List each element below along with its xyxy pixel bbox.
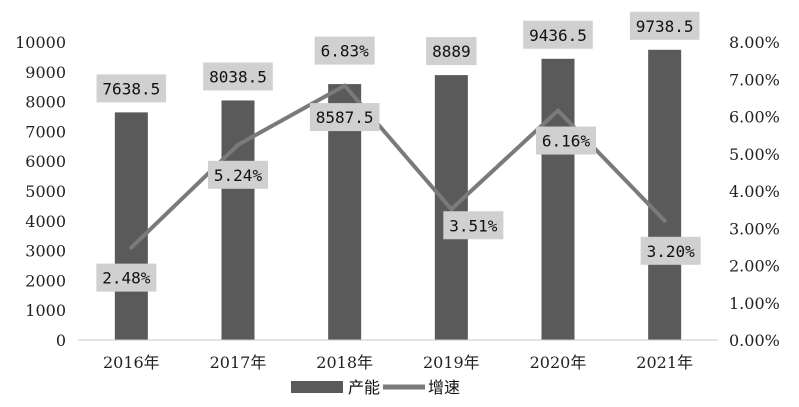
- bar-label-2019-text: 8889: [432, 42, 471, 61]
- growth-label-2016-box: [96, 263, 157, 292]
- growth-label-2017-box: [208, 160, 268, 189]
- bar-label-2017: 8038.5: [203, 62, 273, 91]
- left-tick-label: 4000: [25, 212, 66, 231]
- growth-point-2020: [556, 108, 560, 113]
- left-tick-label: 6000: [25, 152, 66, 171]
- right-tick-label: 7.00%: [729, 70, 780, 89]
- right-tick-label: 2.00%: [729, 257, 780, 276]
- right-tick-label: 8.00%: [729, 33, 780, 52]
- growth-label-2021-text: 3.20%: [647, 242, 696, 261]
- x-tick-label: 2021年: [636, 353, 693, 372]
- growth-label-2018-box: [314, 36, 375, 65]
- growth-label-2016-text: 2.48%: [102, 269, 151, 288]
- growth-point-2017: [236, 142, 240, 147]
- growth-label-2016: 2.48%: [96, 263, 157, 292]
- right-tick-label: 1.00%: [729, 294, 780, 313]
- growth-label-2019: 3.51%: [443, 211, 504, 240]
- growth-label-2021: 3.20%: [640, 236, 701, 265]
- growth-point-2021: [662, 218, 667, 223]
- growth-label-2017: 5.24%: [208, 160, 268, 189]
- growth-point-2019: [449, 207, 454, 212]
- legend-swatch-bar: [291, 381, 343, 393]
- right-tick-label: 5.00%: [729, 145, 780, 164]
- growth-label-2021-box: [640, 236, 701, 265]
- growth-label-2020-box: [536, 126, 596, 155]
- legend: 产能 增速: [291, 378, 460, 397]
- bar-label-2018: 8587.5: [309, 103, 380, 132]
- x-tick-label: 2016年: [103, 353, 160, 372]
- right-tick-label: 4.00%: [729, 182, 780, 201]
- legend-label-capacity: 产能: [348, 378, 380, 397]
- right-tick-label: 0.00%: [729, 331, 780, 350]
- left-tick-label: 9000: [25, 63, 66, 82]
- bar-label-2020: 9436.5: [523, 20, 593, 49]
- left-tick-label: 8000: [25, 93, 66, 112]
- growth-label-2019-text: 3.51%: [449, 216, 498, 235]
- bar-label-2021-text: 9738.5: [636, 17, 694, 36]
- right-tick-label: 6.00%: [729, 108, 780, 127]
- growth-label-2018: 6.83%: [314, 36, 375, 65]
- bar-label-2020-text: 9436.5: [529, 26, 587, 45]
- left-tick-label: 5000: [25, 182, 66, 201]
- bar-2020: [541, 58, 575, 341]
- left-tick-label: 1000: [25, 301, 66, 320]
- bar-label-2016-box: [96, 74, 167, 103]
- bar-label-2018-text: 8587.5: [316, 108, 374, 127]
- left-tick-label: 10000: [15, 33, 66, 52]
- growth-point-2018: [342, 83, 347, 88]
- growth-label-2020-text: 6.16%: [542, 132, 591, 151]
- bar-2021: [648, 49, 682, 341]
- legend-label-growth: 增速: [428, 378, 460, 397]
- bar-label-2021-box: [629, 11, 700, 40]
- bar-label-2019-box: [426, 37, 477, 66]
- left-tick-label: 3000: [25, 242, 66, 261]
- bar-label-2016-text: 7638.5: [102, 79, 160, 98]
- bar-label-2021: 9738.5: [629, 11, 700, 40]
- left-tick-label: 2000: [25, 271, 66, 290]
- growth-label-2017-text: 5.24%: [214, 166, 263, 185]
- left-tick-label: 0: [56, 331, 66, 350]
- growth-label-2020: 6.16%: [536, 126, 596, 155]
- left-tick-label: 7000: [25, 122, 66, 141]
- growth-label-2019-box: [443, 211, 504, 240]
- bar-label-2017-text: 8038.5: [209, 67, 267, 86]
- bar-label-2016: 7638.5: [96, 74, 167, 103]
- x-tick-label: 2020年: [530, 353, 587, 372]
- x-tick-label: 2019年: [423, 353, 480, 372]
- x-tick-label: 2018年: [316, 353, 373, 372]
- bar-label-2018-box: [309, 103, 380, 132]
- growth-label-2018-text: 6.83%: [321, 42, 370, 61]
- growth-point-2016: [129, 245, 134, 250]
- bar-label-2019: 8889: [426, 37, 477, 66]
- x-tick-label: 2017年: [210, 353, 267, 372]
- bar-2016: [114, 112, 148, 340]
- right-tick-label: 3.00%: [729, 219, 780, 238]
- bar-label-2017-box: [203, 62, 273, 91]
- bar-label-2020-box: [523, 20, 593, 49]
